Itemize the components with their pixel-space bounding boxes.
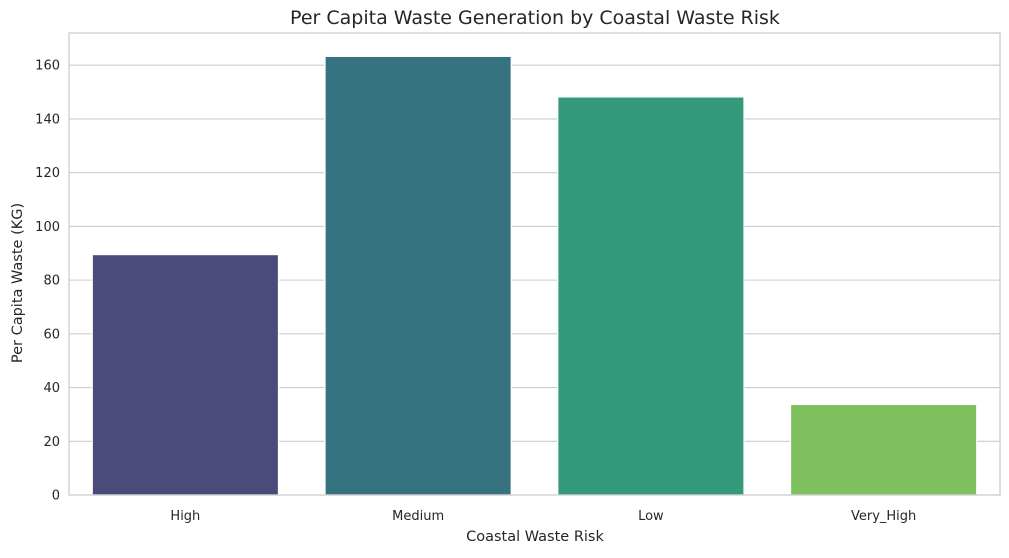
chart-title: Per Capita Waste Generation by Coastal W… (290, 7, 780, 29)
bars (91, 55, 978, 496)
bar-very-high (789, 403, 978, 496)
y-axis-title: Per Capita Waste (KG) (10, 203, 26, 363)
y-tick-label: 160 (35, 59, 60, 74)
x-tick-label: Low (638, 509, 664, 524)
plot-frame (68, 32, 1001, 496)
bar-medium (324, 55, 512, 496)
y-tick-label: 60 (43, 327, 60, 342)
y-tick-label: 40 (43, 381, 60, 396)
x-axis-title: Coastal Waste Risk (466, 529, 604, 545)
plot-border (68, 32, 1001, 496)
y-tick-label: 100 (35, 220, 60, 235)
bar-low (557, 96, 745, 496)
bar-high (91, 253, 280, 496)
y-tick-labels: 0 20 40 60 80 100 120 140 160 (35, 59, 60, 504)
y-tick-label: 120 (35, 166, 60, 181)
x-tick-label: Very_High (851, 509, 916, 524)
y-tick-label: 20 (43, 435, 60, 450)
y-tick-label: 0 (52, 489, 60, 504)
x-tick-label: Medium (392, 509, 444, 524)
y-tick-label: 80 (43, 274, 60, 289)
x-tick-label: High (170, 509, 200, 524)
y-tick-label: 140 (35, 112, 60, 127)
x-tick-labels: High Medium Low Very_High (170, 509, 916, 524)
